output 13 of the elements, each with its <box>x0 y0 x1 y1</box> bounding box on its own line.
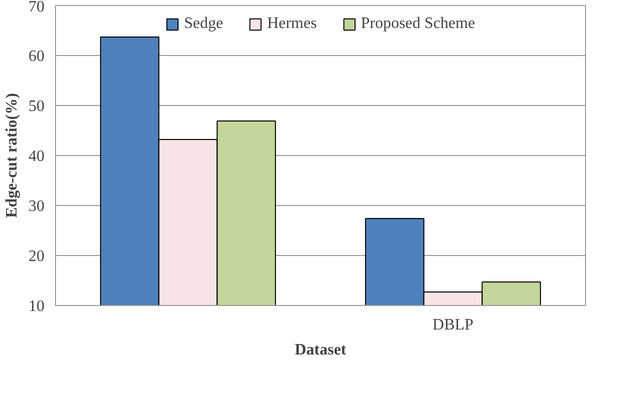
y-tick-label: 30 <box>28 198 44 215</box>
y-tick-label: 60 <box>28 48 44 65</box>
y-tick-label: 70 <box>28 0 44 16</box>
y-tick-label: 50 <box>28 98 44 115</box>
legend-label: Sedge <box>184 15 224 33</box>
x-axis-title: Dataset <box>294 342 347 358</box>
y-tick-label: 40 <box>28 148 44 165</box>
y-axis-title: Edge-cut ratio(%) <box>4 93 20 218</box>
y-tick-label: 20 <box>28 248 44 265</box>
legend-label: Hermes <box>267 15 317 33</box>
y-tick-label: 10 <box>28 298 44 315</box>
x-tick-label: DBLP <box>432 316 474 334</box>
legend-label: Proposed Scheme <box>360 15 476 33</box>
